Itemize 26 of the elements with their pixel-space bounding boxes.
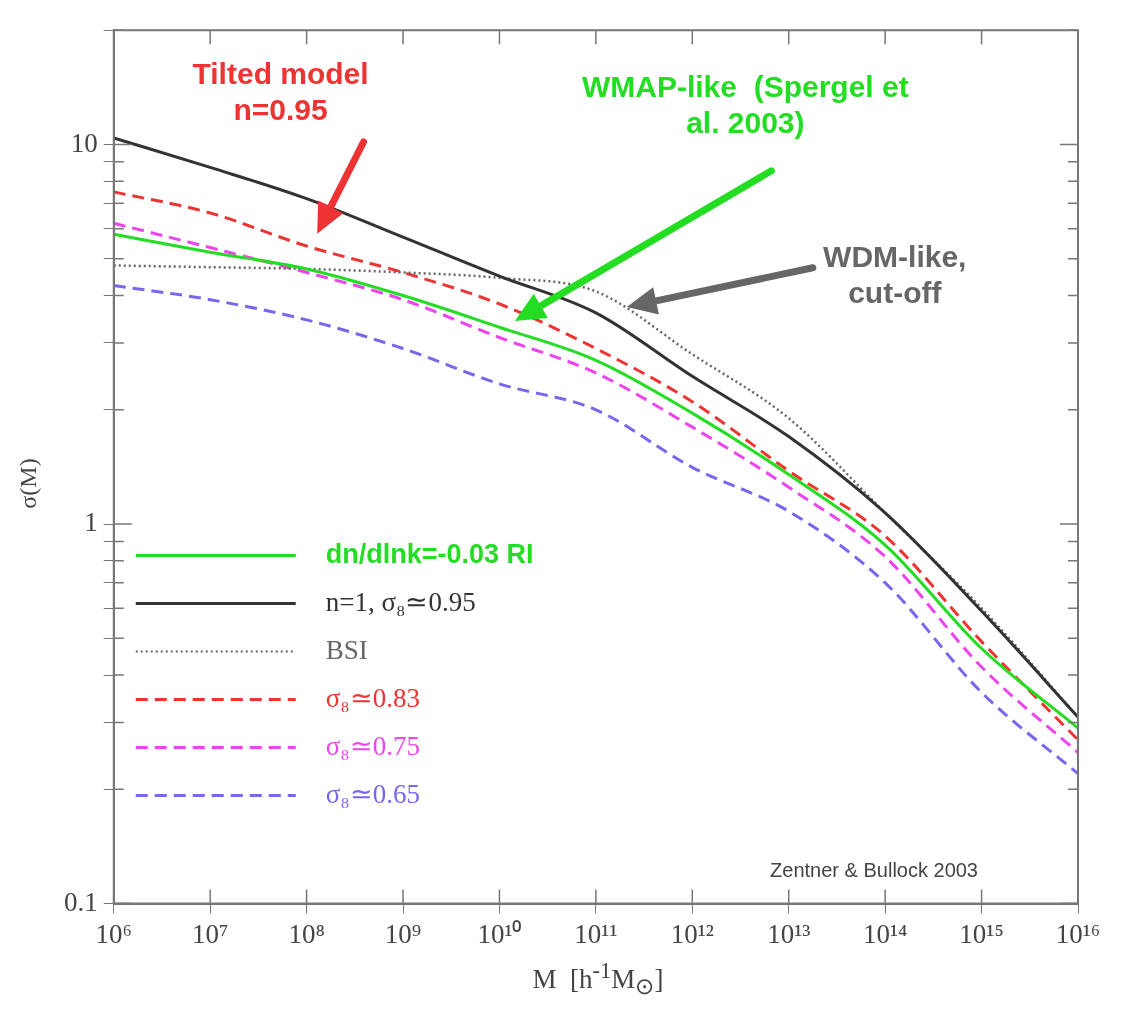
x-tick-label: 10¹² <box>670 918 714 949</box>
text: BSI <box>325 634 368 665</box>
x-tick-label: 10⁶ <box>95 918 132 949</box>
x-tick-label: 10⁷ <box>191 918 229 949</box>
text: σ₈≃0.65 <box>325 778 420 809</box>
x-tick-label: 10¹⁴ <box>862 918 908 949</box>
y-tick-label: 10 <box>70 127 98 158</box>
annotation: WDM-like, cut-off <box>823 240 967 310</box>
x-tick-label: 10¹⁵ <box>959 918 1004 949</box>
text: σ₈≃0.83 <box>325 682 420 713</box>
annotation: WMAP-like (Spergel et al. 2003) <box>581 70 909 140</box>
x-tick-label: 10¹⁰ <box>477 918 522 949</box>
y-tick-label: 1 <box>84 507 98 538</box>
annotation: Tilted model n=0.95 <box>192 57 369 127</box>
text: n=1, σ₈≃0.95 <box>325 586 476 617</box>
x-tick-label: 10¹³ <box>767 918 811 949</box>
x-tick-label: 10¹⁶ <box>1055 918 1101 949</box>
annotation: Zentner & Bullock 2003 <box>770 859 978 882</box>
x-axis-title: M [h$^{-1}$M$_{⊙}$] <box>531 958 665 1001</box>
y-axis-title: σ(M) <box>14 457 42 509</box>
x-tick-label: 10⁹ <box>384 918 422 949</box>
x-tick-label: 10¹¹ <box>574 918 618 949</box>
text: dn/dlnk=-0.03 RI <box>325 539 534 570</box>
y-tick-label: 0.1 <box>64 886 98 917</box>
text: σ₈≃0.75 <box>325 730 420 761</box>
x-tick-label: 10⁸ <box>288 918 325 949</box>
